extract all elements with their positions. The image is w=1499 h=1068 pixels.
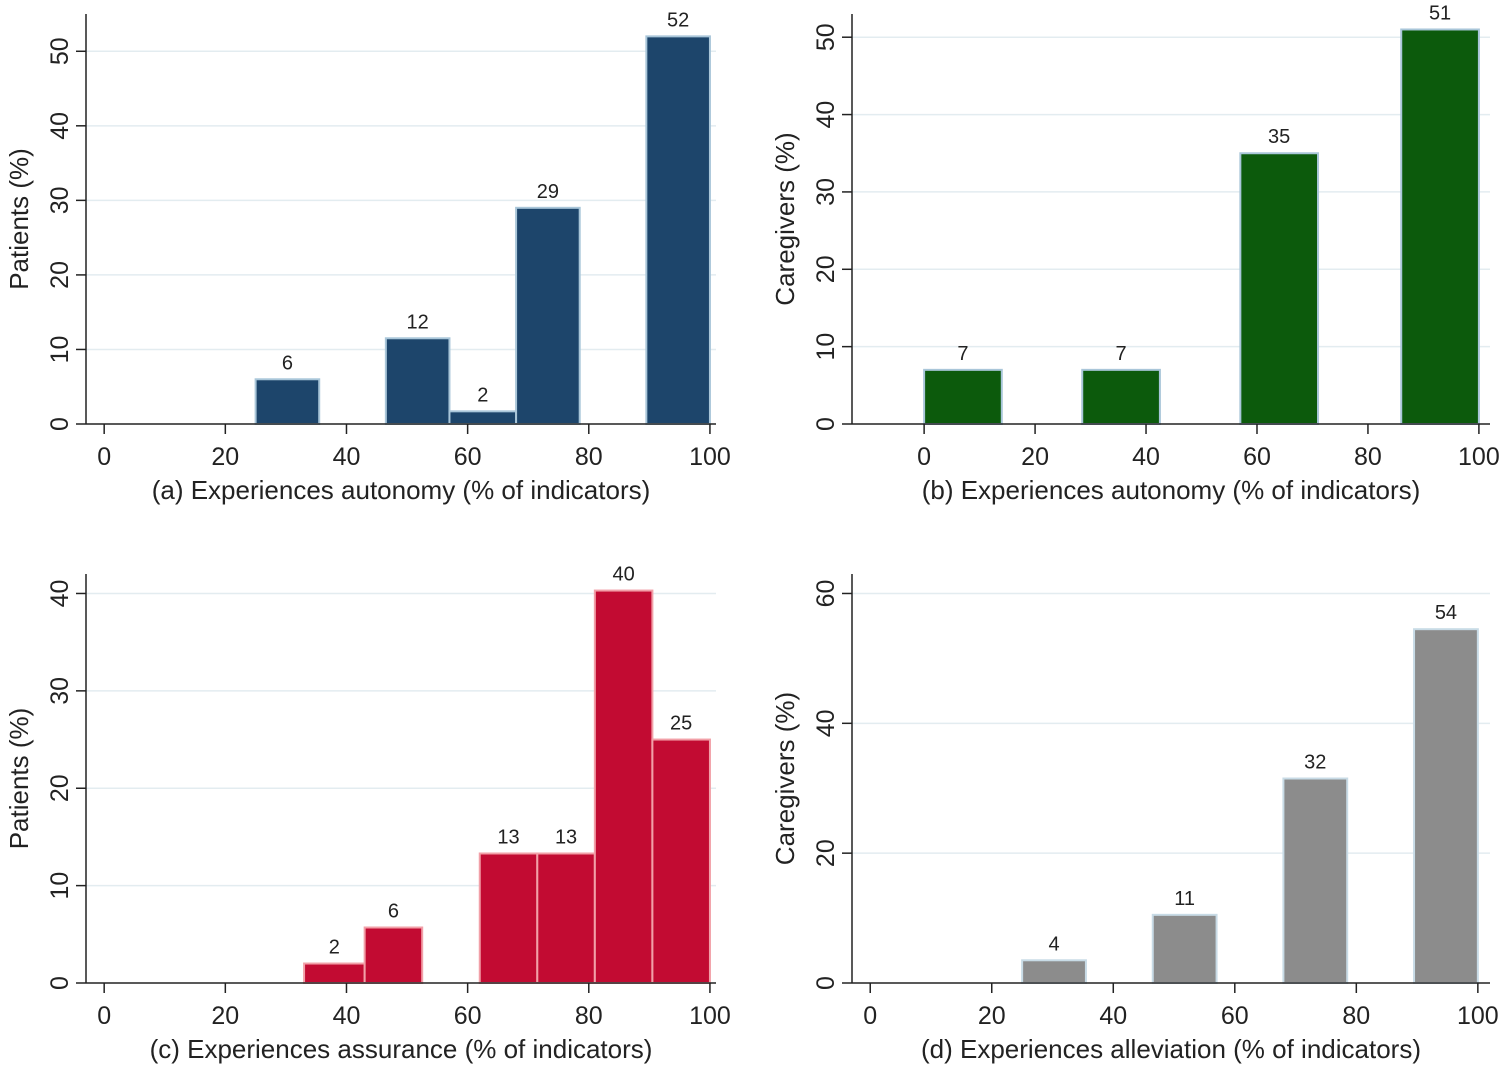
bar [478, 852, 539, 984]
bar-value-label: 35 [1268, 126, 1290, 148]
x-tick-label: 100 [689, 1002, 731, 1030]
bar [536, 852, 596, 984]
y-tick-label: 20 [812, 255, 840, 283]
x-tick-label: 60 [1243, 443, 1271, 471]
x-tick-label: 80 [575, 1002, 603, 1030]
bar [923, 368, 1003, 426]
x-tick-label: 20 [211, 443, 239, 471]
x-tick-label: 100 [689, 443, 731, 471]
bar [515, 206, 581, 425]
panel-b-chart: 7 7 35 51 0 10 20 30 40 50 0 20 40 60 80 100 (b) Experie… [770, 2, 1499, 505]
bar-value-label: 40 [612, 564, 634, 586]
bar [1413, 628, 1479, 985]
x-axis-title: (c) Experiences assurance (% of indicato… [150, 1034, 653, 1064]
y-axis-title: Caregivers (%) [770, 132, 800, 305]
bar [1021, 959, 1087, 984]
bar [363, 926, 424, 984]
bar [1400, 28, 1480, 425]
bar-value-label: 6 [282, 352, 293, 374]
bar [1239, 152, 1320, 426]
bar-value-label: 2 [329, 937, 340, 959]
bar-value-label: 7 [1116, 343, 1127, 365]
panel-d-chart: 4 11 32 54 0 20 40 60 0 20 40 60 80 100 (d) Experience… [770, 574, 1499, 1064]
y-tick-label: 50 [812, 23, 840, 51]
y-tick-label: 20 [46, 774, 74, 802]
bar-value-label: 51 [1429, 2, 1451, 24]
x-tick-label: 0 [863, 1002, 877, 1030]
y-axis-title: Caregivers (%) [770, 692, 800, 865]
bar [384, 337, 451, 426]
y-tick-label: 30 [812, 178, 840, 206]
bar-value-label: 32 [1304, 752, 1326, 774]
y-tick-label: 40 [812, 709, 840, 737]
y-tick-label: 10 [46, 872, 74, 900]
x-axis-title: (d) Experiences alleviation (% of indica… [921, 1034, 1421, 1064]
y-axis-title: Patients (%) [4, 148, 34, 290]
y-tick-label: 30 [46, 677, 74, 705]
y-tick-label: 0 [46, 417, 74, 431]
y-tick-label: 20 [812, 839, 840, 867]
x-tick-label: 0 [97, 1002, 111, 1030]
x-tick-label: 20 [211, 1002, 239, 1030]
plot-area [852, 14, 1490, 424]
y-tick-label: 20 [46, 261, 74, 289]
x-tick-label: 40 [333, 443, 361, 471]
panel-c-chart: 2 6 13 13 40 25 0 10 20 30 40 0 20 40 60 80 100 (c) Exper… [4, 564, 731, 1064]
bar [1151, 913, 1218, 985]
y-tick-label: 50 [46, 37, 74, 65]
bar [254, 378, 321, 426]
x-tick-label: 40 [1132, 443, 1160, 471]
x-tick-label: 100 [1457, 1002, 1499, 1030]
y-tick-label: 10 [46, 336, 74, 364]
y-tick-label: 0 [46, 976, 74, 990]
bar [448, 410, 518, 425]
bar-value-label: 25 [670, 713, 692, 735]
y-tick-label: 40 [46, 580, 74, 608]
x-tick-label: 60 [454, 1002, 482, 1030]
x-tick-label: 80 [1354, 443, 1382, 471]
x-tick-label: 60 [1221, 1002, 1249, 1030]
y-tick-label: 30 [46, 186, 74, 214]
bar-value-label: 12 [407, 311, 429, 333]
bar [645, 35, 711, 425]
bar-value-label: 52 [667, 9, 689, 31]
y-axis-title: Patients (%) [4, 708, 34, 850]
x-tick-label: 80 [575, 443, 603, 471]
y-tick-label: 0 [812, 417, 840, 431]
x-tick-label: 0 [97, 443, 111, 471]
bar-value-label: 13 [497, 826, 519, 848]
bar-value-label: 2 [477, 384, 488, 406]
bar-value-label: 54 [1435, 602, 1457, 624]
y-tick-label: 40 [46, 112, 74, 140]
x-tick-label: 60 [454, 443, 482, 471]
y-tick-label: 0 [812, 976, 840, 990]
x-axis-title: (a) Experiences autonomy (% of indicator… [152, 475, 651, 505]
panel-a-chart: 6 12 2 29 52 0 10 20 30 40 50 0 20 40 60 80 100 (a) Exper… [4, 9, 731, 505]
bar-value-label: 6 [388, 900, 399, 922]
y-tick-label: 40 [812, 101, 840, 129]
x-tick-label: 100 [1458, 443, 1499, 471]
bar [1081, 368, 1161, 426]
y-tick-label: 60 [812, 580, 840, 608]
bar [651, 738, 711, 984]
bar-value-label: 29 [537, 181, 559, 203]
bar [1282, 777, 1349, 984]
x-axis-title: (b) Experiences autonomy (% of indicator… [922, 475, 1421, 505]
bar-value-label: 7 [957, 343, 968, 365]
bar-value-label: 4 [1048, 933, 1059, 955]
x-tick-label: 0 [917, 443, 931, 471]
x-tick-label: 20 [978, 1002, 1006, 1030]
bar-value-label: 11 [1174, 888, 1195, 910]
x-tick-label: 40 [1099, 1002, 1127, 1030]
bar [593, 589, 654, 985]
x-tick-label: 20 [1021, 443, 1049, 471]
x-tick-label: 80 [1342, 1002, 1370, 1030]
y-tick-label: 10 [812, 333, 840, 361]
bar-value-label: 13 [555, 826, 577, 848]
bar [303, 962, 366, 984]
x-tick-label: 40 [333, 1002, 361, 1030]
